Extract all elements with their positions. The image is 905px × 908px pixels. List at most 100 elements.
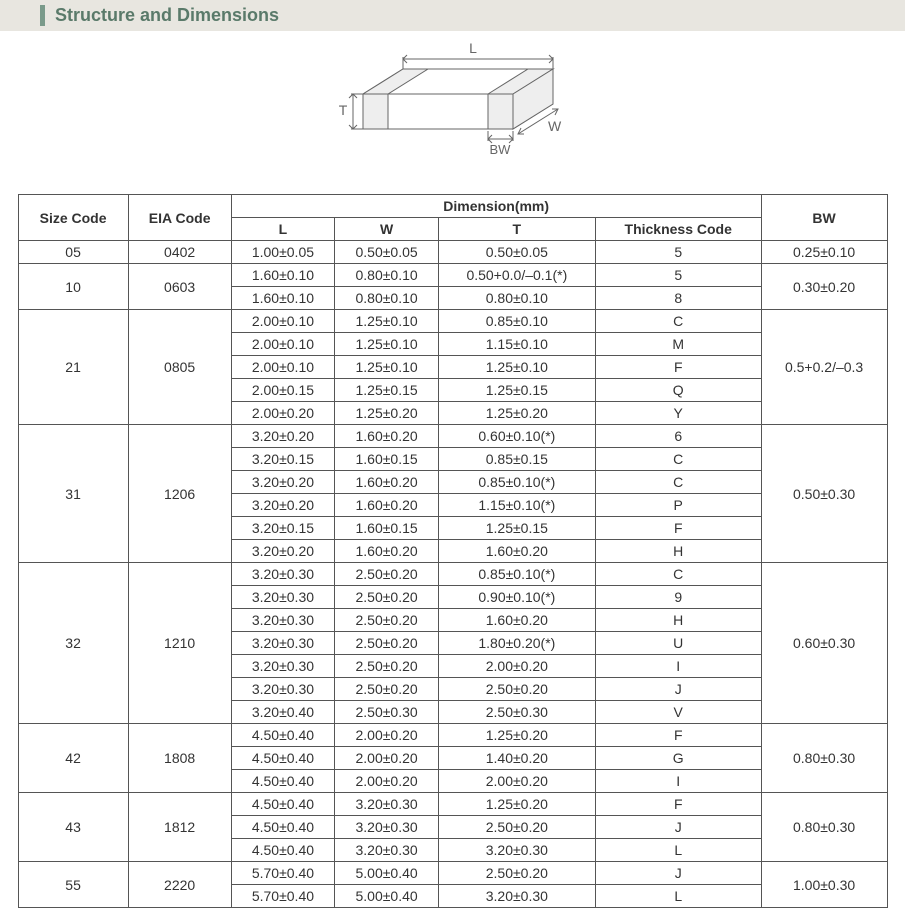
cell-W: 1.60±0.15 (335, 517, 439, 540)
table-row: 4318124.50±0.403.20±0.301.25±0.20F0.80±0… (18, 793, 887, 816)
cell-size-code: 31 (18, 425, 128, 563)
cell-T: 2.00±0.20 (438, 770, 595, 793)
cell-L: 1.00±0.05 (231, 241, 335, 264)
cell-tc: F (595, 517, 761, 540)
cell-tc: F (595, 793, 761, 816)
cell-W: 2.00±0.20 (335, 747, 439, 770)
label-W: W (548, 118, 562, 134)
cell-bw: 0.60±0.30 (761, 563, 887, 724)
cell-W: 2.50±0.20 (335, 632, 439, 655)
cell-size-code: 55 (18, 862, 128, 908)
cell-T: 0.50+0.0/–0.1(*) (438, 264, 595, 287)
cell-W: 1.25±0.15 (335, 379, 439, 402)
cell-T: 1.25±0.15 (438, 379, 595, 402)
cell-T: 0.85±0.10 (438, 310, 595, 333)
cell-eia-code: 0805 (128, 310, 231, 425)
label-BW: BW (489, 142, 511, 157)
cell-tc: C (595, 310, 761, 333)
cell-T: 0.60±0.10(*) (438, 425, 595, 448)
cell-bw: 0.30±0.20 (761, 264, 887, 310)
cell-eia-code: 0603 (128, 264, 231, 310)
cell-W: 0.80±0.10 (335, 287, 439, 310)
col-W: W (335, 218, 439, 241)
label-L: L (469, 40, 477, 56)
col-T: T (438, 218, 595, 241)
cell-L: 3.20±0.15 (231, 517, 335, 540)
cell-T: 1.25±0.15 (438, 517, 595, 540)
cell-L: 3.20±0.30 (231, 655, 335, 678)
cell-tc: F (595, 724, 761, 747)
cell-tc: M (595, 333, 761, 356)
cell-tc: I (595, 770, 761, 793)
cell-L: 5.70±0.40 (231, 885, 335, 908)
dimension-diagram: L T W BW (0, 39, 905, 184)
section-title-bar: Structure and Dimensions (0, 0, 905, 31)
cell-T: 1.60±0.20 (438, 609, 595, 632)
cell-tc: C (595, 471, 761, 494)
cell-T: 2.50±0.20 (438, 862, 595, 885)
cell-tc: 9 (595, 586, 761, 609)
cell-bw: 0.25±0.10 (761, 241, 887, 264)
col-thickness-code: Thickness Code (595, 218, 761, 241)
cell-T: 0.80±0.10 (438, 287, 595, 310)
cell-L: 4.50±0.40 (231, 793, 335, 816)
cell-L: 4.50±0.40 (231, 724, 335, 747)
cell-W: 1.60±0.20 (335, 471, 439, 494)
cell-tc: F (595, 356, 761, 379)
cell-size-code: 43 (18, 793, 128, 862)
cell-W: 1.60±0.15 (335, 448, 439, 471)
table-row: 4218084.50±0.402.00±0.201.25±0.20F0.80±0… (18, 724, 887, 747)
cell-tc: H (595, 540, 761, 563)
cell-L: 1.60±0.10 (231, 287, 335, 310)
cell-W: 1.60±0.20 (335, 494, 439, 517)
cell-W: 0.50±0.05 (335, 241, 439, 264)
cell-L: 4.50±0.40 (231, 839, 335, 862)
cell-T: 1.25±0.20 (438, 724, 595, 747)
cell-tc: I (595, 655, 761, 678)
cell-eia-code: 1206 (128, 425, 231, 563)
cell-T: 1.25±0.20 (438, 402, 595, 425)
table-row: 3212103.20±0.302.50±0.200.85±0.10(*)C0.6… (18, 563, 887, 586)
cell-tc: Q (595, 379, 761, 402)
cell-W: 1.25±0.10 (335, 356, 439, 379)
cell-W: 1.60±0.20 (335, 540, 439, 563)
cell-T: 1.25±0.20 (438, 793, 595, 816)
cell-W: 5.00±0.40 (335, 885, 439, 908)
cell-W: 3.20±0.30 (335, 816, 439, 839)
cell-tc: J (595, 862, 761, 885)
cell-W: 0.80±0.10 (335, 264, 439, 287)
cell-L: 4.50±0.40 (231, 747, 335, 770)
cell-T: 1.15±0.10 (438, 333, 595, 356)
cell-eia-code: 0402 (128, 241, 231, 264)
cell-W: 2.50±0.30 (335, 701, 439, 724)
cell-L: 2.00±0.20 (231, 402, 335, 425)
cell-L: 4.50±0.40 (231, 816, 335, 839)
cell-T: 2.00±0.20 (438, 655, 595, 678)
cell-W: 2.50±0.20 (335, 563, 439, 586)
cell-L: 2.00±0.10 (231, 310, 335, 333)
cell-T: 3.20±0.30 (438, 839, 595, 862)
cell-W: 2.50±0.20 (335, 678, 439, 701)
cell-L: 4.50±0.40 (231, 770, 335, 793)
cell-T: 0.90±0.10(*) (438, 586, 595, 609)
cell-tc: J (595, 678, 761, 701)
cell-L: 3.20±0.20 (231, 471, 335, 494)
cell-bw: 0.5+0.2/–0.3 (761, 310, 887, 425)
cell-W: 3.20±0.30 (335, 839, 439, 862)
cell-tc: G (595, 747, 761, 770)
cell-eia-code: 1808 (128, 724, 231, 793)
cell-tc: H (595, 609, 761, 632)
cell-W: 2.50±0.20 (335, 586, 439, 609)
cell-L: 3.20±0.15 (231, 448, 335, 471)
cell-size-code: 32 (18, 563, 128, 724)
chip-diagram-svg: L T W BW (323, 39, 583, 179)
cell-bw: 0.50±0.30 (761, 425, 887, 563)
cell-eia-code: 1210 (128, 563, 231, 724)
cell-L: 3.20±0.30 (231, 586, 335, 609)
table-row: 0504021.00±0.050.50±0.050.50±0.0550.25±0… (18, 241, 887, 264)
cell-bw: 0.80±0.30 (761, 793, 887, 862)
cell-L: 3.20±0.30 (231, 678, 335, 701)
cell-tc: L (595, 839, 761, 862)
cell-tc: 5 (595, 264, 761, 287)
label-T: T (338, 102, 347, 118)
